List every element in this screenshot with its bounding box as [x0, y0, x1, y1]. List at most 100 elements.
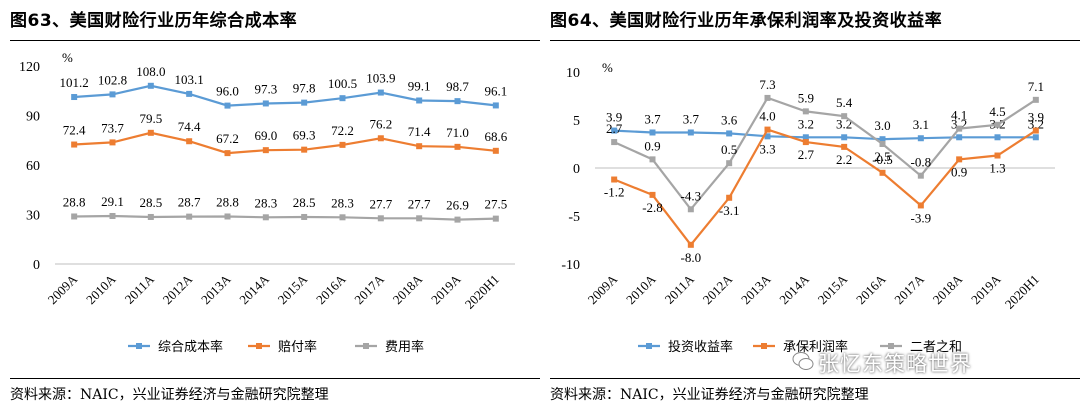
- data-point: [109, 91, 116, 98]
- data-label: 73.7: [101, 120, 124, 135]
- data-label: 2.2: [836, 152, 852, 167]
- y-tick-label: 30: [26, 209, 40, 224]
- data-point: [726, 130, 733, 137]
- data-label: 27.7: [408, 196, 431, 211]
- data-point: [492, 215, 499, 222]
- data-label: 3.6: [721, 112, 738, 127]
- left-chart-title: 图63、美国财险行业历年综合成本率: [10, 11, 298, 31]
- data-label: 79.5: [139, 111, 162, 126]
- x-tick-label: 2013A: [198, 271, 234, 307]
- legend-label: 赔付率: [278, 339, 317, 354]
- data-point: [71, 141, 78, 148]
- series-line-2: [74, 131, 496, 155]
- data-label: 102.8: [98, 72, 127, 87]
- y-unit-label: %: [62, 50, 73, 65]
- data-label: 28.5: [293, 195, 316, 210]
- data-point: [649, 191, 656, 198]
- data-label: 0.9: [951, 164, 967, 179]
- data-label: 3.7: [644, 111, 661, 126]
- data-point: [802, 139, 809, 146]
- data-point: [841, 113, 848, 120]
- x-tick-label: 2011A: [122, 271, 158, 307]
- data-label: 5.4: [836, 95, 853, 110]
- data-point: [841, 143, 848, 150]
- data-point: [301, 213, 308, 220]
- data-label: 5.9: [798, 90, 814, 105]
- data-label: 26.9: [446, 198, 469, 213]
- data-label: 100.5: [328, 76, 357, 91]
- data-point: [301, 99, 308, 106]
- data-label: 3.7: [683, 111, 700, 126]
- data-point: [956, 156, 963, 163]
- data-point: [377, 215, 384, 222]
- series-line-1: [614, 129, 1036, 141]
- data-label: -2.8: [642, 200, 663, 215]
- x-tick-label: 2016A: [313, 271, 349, 307]
- data-point: [1032, 127, 1039, 134]
- y-tick-label: 60: [26, 159, 40, 174]
- y-tick-label: -5: [568, 210, 580, 225]
- data-point: [994, 134, 1001, 141]
- y-tick-label: 0: [33, 258, 40, 273]
- data-point: [764, 133, 771, 140]
- data-point: [339, 214, 346, 221]
- data-point: [994, 121, 1001, 128]
- legend-label: 承保利润率: [783, 339, 848, 354]
- data-point: [764, 126, 771, 133]
- data-label: -3.9: [911, 210, 932, 225]
- data-label: 27.5: [484, 197, 507, 212]
- y-tick-label: -10: [561, 258, 580, 273]
- data-label: 3.2: [1028, 116, 1044, 131]
- data-label: 7.1: [1028, 79, 1044, 94]
- legend-marker: [646, 343, 652, 349]
- data-label: 0.5: [721, 142, 737, 157]
- legend-label: 二者之和: [910, 339, 962, 354]
- data-point: [377, 135, 384, 142]
- data-point: [416, 97, 423, 104]
- data-point: [956, 125, 963, 132]
- data-point: [224, 102, 231, 109]
- data-label: -0.8: [911, 155, 932, 170]
- data-point: [649, 156, 656, 163]
- data-label: 103.9: [366, 71, 395, 86]
- data-label: -4.3: [681, 188, 702, 203]
- data-point: [917, 135, 924, 142]
- data-point: [186, 138, 193, 145]
- data-point: [262, 147, 269, 154]
- data-label: 3.1: [913, 117, 929, 132]
- left-top-rule: [10, 40, 540, 41]
- data-label: 7.3: [759, 77, 775, 92]
- left-bottom-rule: [10, 378, 540, 379]
- right-bottom-rule: [550, 378, 1080, 379]
- data-label: 98.7: [446, 79, 469, 94]
- data-point: [416, 143, 423, 150]
- legend-marker: [256, 343, 262, 349]
- data-point: [224, 213, 231, 220]
- right-top-rule: [550, 40, 1080, 41]
- x-tick-label: 2013A: [738, 271, 774, 307]
- watermark-text: 张忆东策略世界: [818, 352, 972, 376]
- data-point: [339, 95, 346, 102]
- legend-label: 综合成本率: [158, 339, 223, 354]
- x-tick-label: 2009A: [45, 271, 81, 307]
- data-point: [147, 82, 154, 89]
- data-point: [687, 129, 694, 136]
- data-label: 28.7: [178, 195, 201, 210]
- data-label: 103.1: [175, 72, 204, 87]
- data-point: [377, 89, 384, 96]
- x-tick-label: 2018A: [930, 271, 966, 307]
- data-label: 28.5: [139, 195, 162, 210]
- series-line-1: [74, 84, 496, 107]
- data-label: 76.2: [369, 116, 392, 131]
- data-label: 3.9: [606, 110, 622, 125]
- data-label: 69.3: [293, 128, 316, 143]
- data-point: [687, 206, 694, 213]
- legend-marker: [136, 343, 142, 349]
- data-label: 0.9: [644, 138, 660, 153]
- data-point: [764, 94, 771, 101]
- data-point: [301, 146, 308, 153]
- y-unit-label: %: [602, 60, 613, 75]
- data-label: 28.8: [63, 194, 86, 209]
- data-label: 72.4: [63, 123, 86, 138]
- data-point: [802, 134, 809, 141]
